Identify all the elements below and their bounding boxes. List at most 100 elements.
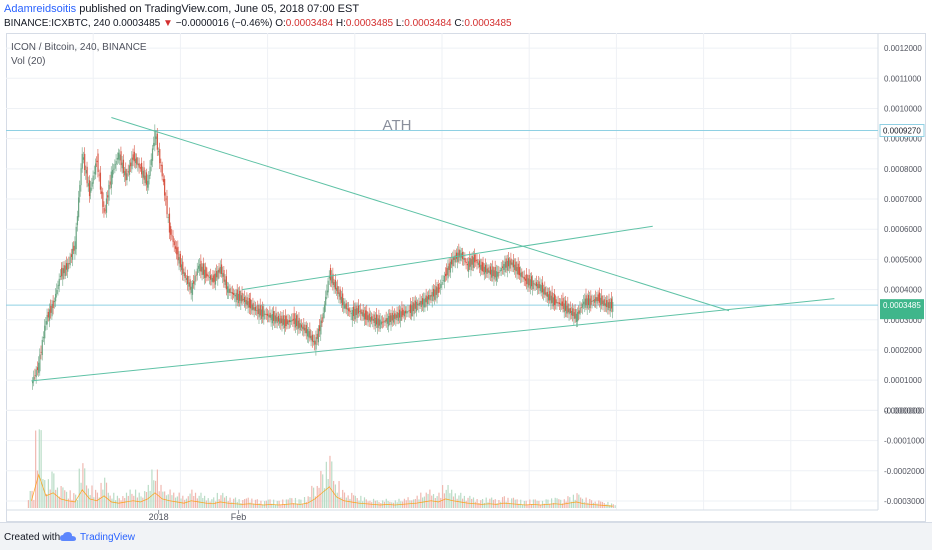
volume-bar [313, 487, 315, 508]
candle-body [195, 274, 197, 276]
volume-bar [303, 497, 306, 508]
candle-body [138, 163, 140, 168]
candle-body [151, 148, 154, 161]
candle-body [520, 272, 522, 277]
volume-indicator-label[interactable]: Vol (20) [11, 56, 46, 67]
candle-body [598, 292, 601, 303]
volume-ma-line [31, 473, 613, 507]
candle-body [184, 272, 186, 278]
candle-body [512, 260, 515, 268]
volume-bar [494, 499, 496, 508]
candle-body [609, 301, 611, 312]
candle-body [52, 300, 54, 309]
candle-body [521, 271, 523, 278]
volume-bar [534, 499, 536, 508]
candle-body [369, 317, 372, 322]
publish-text: published on TradingView.com, June 05, 2… [76, 3, 360, 15]
candle-body [537, 283, 539, 289]
candle-body [602, 300, 604, 307]
tradingview-brand-link[interactable]: TradingView [80, 532, 136, 543]
volume-bar [531, 504, 533, 508]
candle-body [355, 305, 357, 315]
candle-body [481, 261, 483, 272]
author-link[interactable]: Adamreidsoitis [4, 3, 77, 15]
candle-body [260, 309, 263, 319]
volume-bar [127, 495, 129, 508]
y-tick-label: 0.0003000 [884, 316, 922, 325]
candle-body [477, 262, 479, 266]
candle-body [357, 305, 360, 314]
volume-bar [165, 495, 168, 508]
volume-bar [180, 498, 182, 508]
candle-body [383, 321, 385, 323]
candle-body [543, 288, 545, 295]
candle-body [443, 275, 445, 282]
candle-body [317, 328, 320, 343]
candle-body [488, 270, 490, 274]
candle-body [42, 337, 45, 339]
candle-body [111, 169, 114, 178]
candle-body [368, 313, 370, 321]
volume-bar [322, 474, 324, 508]
candle-body [250, 299, 252, 309]
candle-body [420, 300, 422, 307]
candle-body [173, 241, 175, 246]
candle-body [283, 319, 286, 329]
volume-bar [540, 504, 542, 508]
candle-body [264, 313, 266, 315]
volume-bar [612, 504, 614, 508]
candle-body [137, 163, 139, 166]
volume-bar [298, 499, 300, 508]
volume-bar [372, 498, 375, 508]
candle-body [418, 302, 420, 307]
candle-body [593, 299, 596, 303]
candle-body [424, 297, 426, 308]
volume-bar [182, 495, 184, 508]
candle-body [581, 303, 584, 308]
candle-body [35, 369, 37, 378]
candle-body [412, 302, 414, 312]
candle-body [160, 164, 162, 166]
volume-bar [60, 486, 62, 508]
candle-body [94, 163, 97, 175]
candle-body [608, 299, 610, 308]
candle-body [558, 302, 561, 305]
volume-bar [84, 468, 86, 508]
candle-body [246, 297, 248, 305]
candle-body [345, 303, 347, 310]
candle-body [549, 291, 551, 301]
volume-bar [351, 492, 353, 508]
volume-bar [518, 503, 520, 508]
candle-body [563, 303, 565, 313]
y-tick-label: -0.0001000 [884, 437, 925, 446]
volume-bar [107, 492, 109, 508]
price-chart[interactable]: 0.00120000.00110000.00100000.00090000.00… [0, 0, 932, 522]
volume-bar [89, 495, 91, 508]
candle-body [127, 171, 129, 173]
candle-body [517, 263, 519, 275]
volume-bar [160, 484, 162, 508]
candle-body [409, 304, 412, 313]
volume-bar [340, 497, 342, 508]
y-tick-label: 0.0001000 [884, 376, 922, 385]
candle-body [40, 351, 42, 353]
volume-bar [204, 495, 206, 508]
volume-bar [294, 497, 297, 508]
volume-bar [274, 504, 277, 508]
candle-body [411, 305, 413, 317]
candle-body [552, 297, 554, 307]
candle-body [81, 153, 83, 169]
volume-bar [234, 497, 237, 508]
candle-body [297, 320, 299, 330]
candle-body [482, 262, 484, 272]
candle-body [421, 298, 424, 305]
chart-frame[interactable] [6, 33, 926, 522]
candle-body [70, 254, 72, 257]
candle-body [242, 298, 244, 301]
candle-body [529, 279, 531, 289]
candle-body [465, 261, 467, 264]
candle-body [125, 168, 127, 181]
candle-body [469, 257, 471, 267]
volume-bar [116, 495, 119, 508]
candle-body [362, 309, 364, 317]
